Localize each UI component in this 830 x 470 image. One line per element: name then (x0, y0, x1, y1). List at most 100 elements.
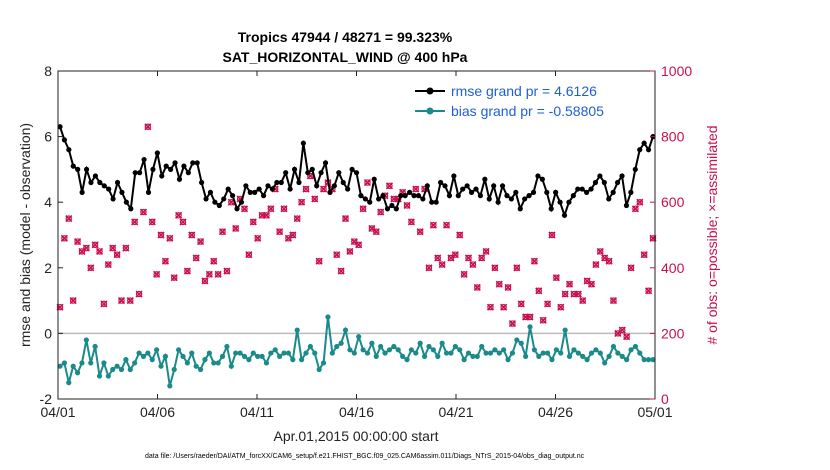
bias-point (215, 360, 221, 366)
y-axis-label-right: # of obs: o=possible; ×=assimilated (704, 125, 720, 344)
rmse-point (128, 206, 134, 212)
bias-point (580, 353, 586, 359)
obs-possible-point (548, 231, 556, 239)
rmse-point (336, 170, 342, 176)
bias-point (531, 347, 538, 353)
rmse-point (283, 170, 289, 176)
obs-assimilated-point (469, 260, 477, 269)
obs-assimilated-point (293, 215, 301, 223)
rmse-point (145, 189, 152, 195)
obs-assimilated-point (82, 244, 90, 252)
obs-assimilated-point (179, 218, 187, 226)
obs-assimilated-point (319, 185, 328, 193)
bias-point (57, 363, 63, 369)
bias-point (356, 334, 362, 340)
rmse-point (234, 206, 240, 212)
obs-assimilated-point (95, 247, 104, 255)
rmse-point (597, 173, 603, 179)
rmse-point (353, 170, 360, 176)
bias-point (421, 353, 428, 359)
bias-point (641, 357, 647, 363)
rmse-point (185, 170, 191, 176)
rmse-point (92, 173, 99, 179)
obs-possible-point (74, 238, 81, 245)
obs-assimilated-point (223, 267, 231, 275)
bias-point (413, 350, 419, 356)
rmse-point (150, 166, 156, 172)
obs-possible-point (109, 244, 116, 252)
obs-possible-point (373, 228, 380, 235)
obs-assimilated-point (539, 316, 547, 324)
obs-possible-point (149, 218, 156, 226)
bias-point (523, 353, 529, 359)
bias-point (632, 343, 639, 350)
rmse-point (433, 199, 439, 205)
rmse-point (97, 179, 103, 186)
obs-possible-point (135, 290, 143, 298)
obs-possible-point (78, 248, 86, 255)
rmse-point (340, 179, 346, 186)
bias-point (246, 357, 252, 363)
obs-possible-point (320, 185, 327, 193)
obs-assimilated-point (262, 211, 271, 219)
bias-point (417, 340, 423, 346)
rmse-point (252, 189, 258, 195)
obs-possible-point (157, 231, 165, 239)
obs-assimilated-point (451, 251, 459, 259)
bias-point (439, 340, 445, 346)
obs-assimilated-point (69, 297, 77, 305)
bias-point (118, 366, 125, 373)
bias-point (334, 343, 340, 350)
obs-possible-point (315, 258, 323, 265)
bias-point (342, 327, 349, 333)
obs-assimilated-point (315, 257, 323, 265)
bias-point (259, 353, 265, 359)
y-tick-label-right: 1000 (661, 63, 692, 79)
rmse-point (415, 193, 422, 199)
rmse-point (424, 183, 430, 189)
obs-possible-point (311, 195, 318, 203)
rmse-point (566, 199, 572, 205)
obs-assimilated-point (113, 251, 121, 259)
obs-possible-point (469, 261, 477, 268)
obs-assimilated-point (530, 257, 538, 265)
bias-point (290, 357, 296, 363)
obs-assimilated-point (205, 270, 213, 278)
rmse-point (176, 176, 183, 182)
obs-assimilated-point (561, 290, 569, 298)
bias-point (382, 350, 388, 356)
rmse-point (199, 179, 205, 186)
obs-possible-point (175, 212, 182, 219)
obs-possible-point (346, 248, 354, 255)
obs-assimilated-point (91, 241, 99, 249)
bias-point (250, 350, 256, 356)
bias-point (461, 357, 467, 363)
y-tick-label-right: 400 (661, 260, 685, 276)
bias-point (325, 314, 331, 320)
obs-possible-point (478, 254, 485, 262)
obs-possible-point (636, 198, 644, 206)
rmse-point (163, 163, 169, 169)
obs-assimilated-point (640, 251, 648, 259)
bias-point (316, 366, 322, 373)
obs-possible-point (223, 267, 231, 275)
obs-assimilated-point (557, 303, 565, 311)
obs-assimilated-point (627, 264, 635, 272)
bias-point (136, 350, 142, 356)
bias-point (74, 370, 81, 376)
obs-assimilated-point (65, 215, 73, 223)
bias-point (307, 343, 313, 350)
rmse-point (389, 202, 395, 209)
bias-point (83, 337, 89, 343)
bias-point (588, 350, 595, 356)
obs-possible-point (263, 212, 270, 219)
rmse-point (513, 189, 519, 195)
bias-point (624, 357, 630, 363)
obs-assimilated-point (442, 221, 451, 229)
obs-possible-point (201, 277, 209, 285)
obs-possible-point (504, 284, 512, 291)
obs-assimilated-point (333, 251, 341, 259)
bias-point (443, 350, 450, 356)
rmse-point (526, 193, 532, 199)
obs-possible-point (289, 231, 297, 239)
